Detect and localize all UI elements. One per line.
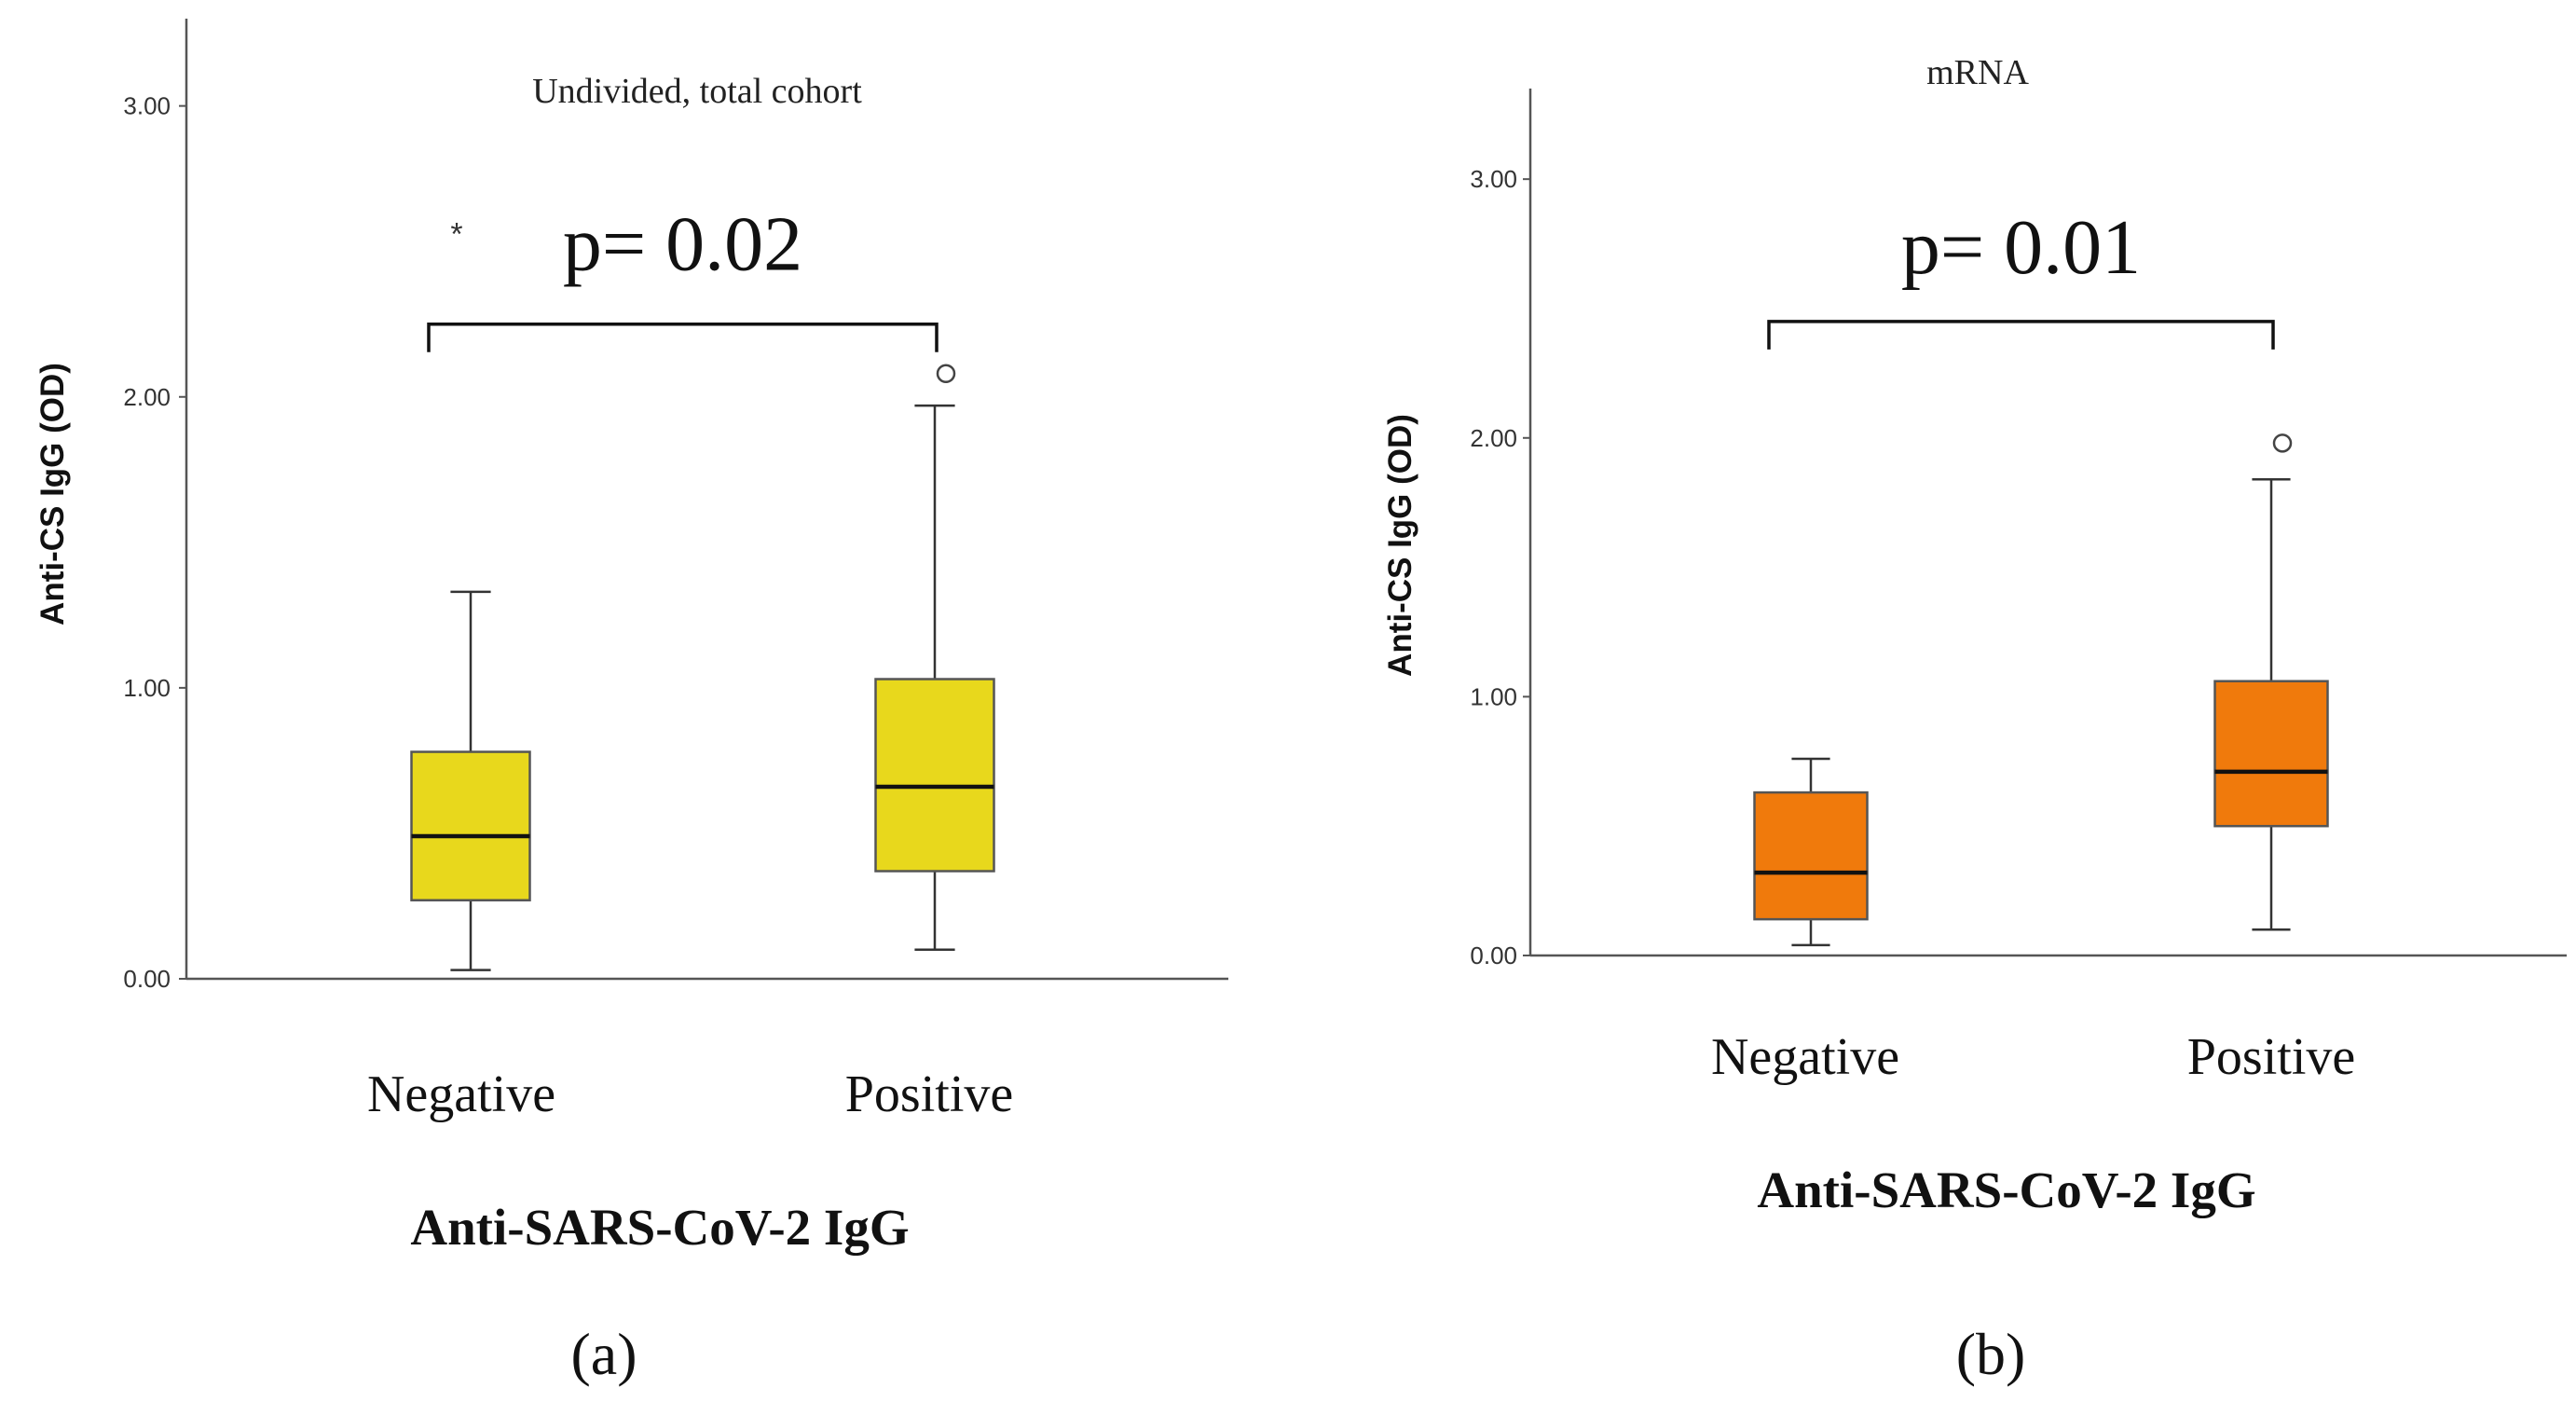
panel-a-y-axis-label: Anti-CS IgG (OD) — [34, 363, 71, 625]
panel-a-label: (a) — [570, 1321, 637, 1387]
panel-a-positive-box — [874, 678, 995, 873]
panel-b-title: mRNA — [1926, 53, 2029, 92]
panel-b: mRNA Anti-CS IgG (OD) 0.00 1.00 2.00 3.00 p… — [1382, 53, 2567, 1387]
panel-a-significance: p= 0.02 — [427, 201, 939, 352]
panel-b-positive-outlier — [2272, 433, 2293, 453]
panel-b-x-axis-label: Anti-SARS-CoV-2 IgG — [1757, 1161, 2255, 1218]
panel-b-label: (b) — [1956, 1321, 2026, 1387]
panel-a-y-tick-label: 0.00 — [123, 965, 171, 993]
panel-a-significance-bracket — [427, 322, 939, 352]
panel-a-x-tick-positive: Positive — [845, 1065, 1013, 1123]
panel-b-y-tick-label: 3.00 — [1470, 165, 1517, 193]
panel-a-positive-outlier — [936, 364, 956, 384]
panel-a-y-ticks: 0.00 1.00 2.00 3.00 — [123, 92, 186, 993]
panel-a-x-tick-negative: Negative — [367, 1065, 555, 1123]
panel-a: Undivided, total cohort Anti-CS IgG (OD)… — [34, 19, 1228, 1387]
panel-a-p-value: p= 0.02 — [563, 201, 802, 288]
panel-b-y-tick-label: 1.00 — [1470, 682, 1517, 710]
panel-b-x-tick-positive: Positive — [2187, 1028, 2355, 1086]
panel-b-p-value: p= 0.01 — [1901, 204, 2141, 291]
panel-b-significance: p= 0.01 — [1767, 204, 2275, 350]
panel-b-positive-box — [2213, 680, 2329, 828]
panel-b-y-tick-label: 0.00 — [1470, 942, 1517, 969]
panel-b-negative-box — [1753, 790, 1869, 921]
panel-b-y-tick-label: 2.00 — [1470, 424, 1517, 452]
panel-a-y-tick-label: 2.00 — [123, 383, 171, 411]
panel-b-boxes — [1753, 433, 2329, 947]
panel-b-y-axis-label: Anti-CS IgG (OD) — [1382, 414, 1418, 677]
panel-b-significance-bracket — [1767, 320, 2275, 350]
panel-b-x-tick-negative: Negative — [1711, 1028, 1899, 1086]
panel-a-y-tick-label: 1.00 — [123, 674, 171, 702]
panel-a-negative-box — [410, 750, 531, 901]
panel-a-x-axis-label: Anti-SARS-CoV-2 IgG — [410, 1199, 909, 1256]
panel-a-y-tick-label: 3.00 — [123, 92, 171, 120]
panel-a-boxes: * — [410, 217, 995, 971]
panel-b-y-ticks: 0.00 1.00 2.00 3.00 — [1470, 165, 1530, 969]
panel-a-negative-extreme-outlier: * — [450, 217, 462, 253]
panel-a-title: Undivided, total cohort — [532, 72, 862, 111]
